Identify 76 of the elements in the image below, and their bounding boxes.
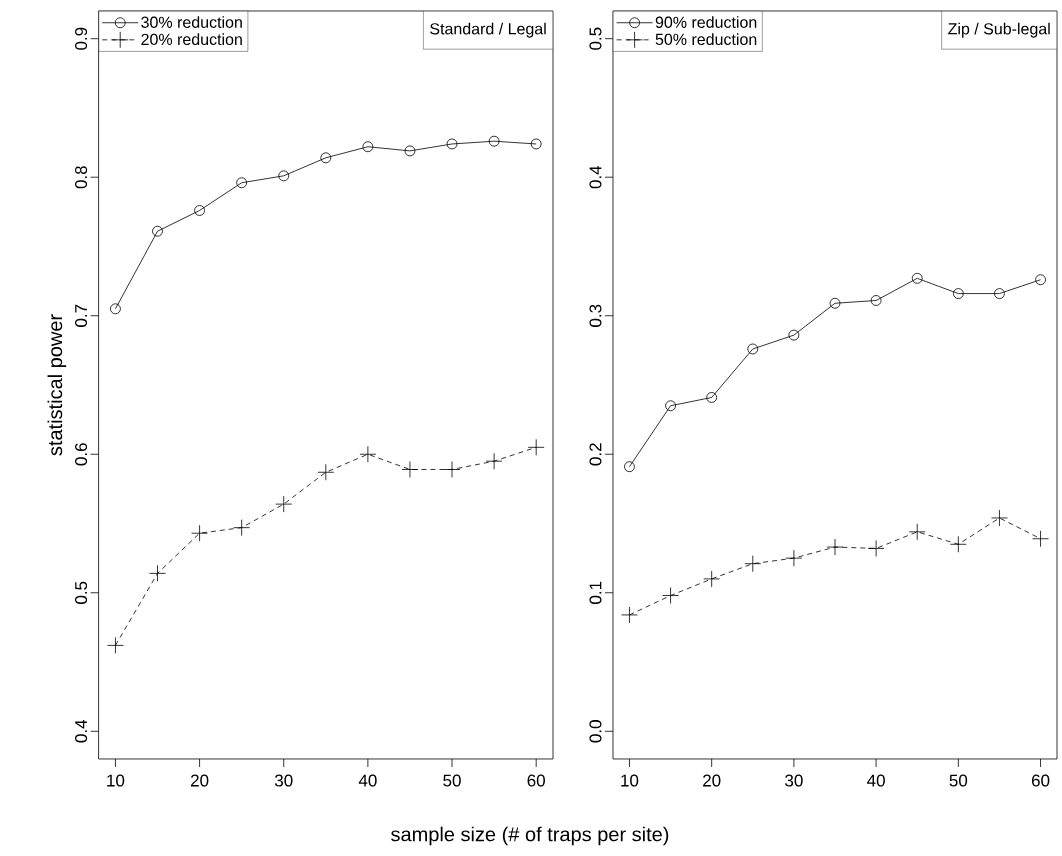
- point: [401, 461, 419, 478]
- x-tick-label: 30: [274, 774, 293, 787]
- point: [621, 606, 638, 624]
- point: [991, 509, 1008, 527]
- x-tick-label: 40: [867, 774, 885, 787]
- point: [952, 288, 964, 299]
- point: [908, 523, 926, 541]
- legend-label: 30% reduction: [141, 16, 242, 28]
- point: [527, 438, 545, 456]
- point: [359, 445, 377, 463]
- y-axis-title: statistical power: [47, 314, 67, 456]
- x-tick-label: 60: [1031, 774, 1050, 787]
- point: [665, 400, 676, 412]
- point: [443, 461, 461, 478]
- point: [829, 297, 841, 309]
- point: [662, 587, 679, 604]
- point: [107, 637, 124, 654]
- point: [110, 303, 121, 315]
- x-tick-label: 40: [358, 774, 377, 787]
- point: [404, 145, 416, 157]
- text: Zip / Sub-legal: [948, 22, 1050, 38]
- point: [1035, 274, 1046, 286]
- point: [152, 225, 163, 237]
- point: [867, 540, 885, 557]
- legend-label: 20% reduction: [141, 33, 242, 46]
- point: [320, 152, 332, 164]
- legend-label: 90% reduction: [655, 16, 757, 28]
- y-tick-label: 0.5: [75, 581, 88, 604]
- text: Standard / Legal: [430, 22, 546, 38]
- legend-label: 50% reduction: [655, 33, 757, 46]
- point: [149, 564, 166, 582]
- point: [703, 570, 721, 588]
- point: [236, 177, 248, 189]
- y-tick-label: 0.7: [75, 304, 88, 327]
- x-tick-label: 10: [621, 774, 639, 787]
- x-tick-label: 50: [443, 774, 461, 787]
- point: [275, 495, 293, 513]
- point: [744, 555, 762, 573]
- point: [317, 463, 335, 481]
- point: [1032, 530, 1049, 548]
- y-tick-label: 0.8: [75, 166, 88, 189]
- point: [485, 452, 503, 470]
- point: [949, 535, 967, 553]
- point: [362, 141, 374, 153]
- y-tick-label: 0.9: [75, 27, 88, 50]
- x-tick-label: 60: [527, 774, 545, 787]
- point: [233, 519, 251, 537]
- point: [624, 461, 635, 473]
- x-axis-title: sample size (# of traps per site): [391, 826, 669, 846]
- y-tick-label: 0.4: [589, 165, 602, 189]
- x-tick-label: 10: [107, 774, 125, 787]
- point: [911, 272, 923, 284]
- point: [826, 538, 844, 556]
- point: [706, 392, 718, 403]
- y-tick-label: 0.2: [589, 443, 602, 466]
- point: [785, 549, 803, 567]
- x-tick-label: 20: [703, 774, 721, 787]
- y-tick-label: 0.1: [589, 581, 602, 604]
- point: [191, 524, 208, 542]
- y-tick-label: 0.6: [75, 443, 88, 466]
- point: [278, 170, 290, 182]
- x-tick-label: 30: [785, 774, 803, 787]
- point: [994, 288, 1005, 299]
- y-tick-label: 0.5: [589, 27, 602, 50]
- y-tick-label: 0.4: [75, 719, 88, 743]
- point: [870, 295, 882, 306]
- y-tick-label: 0.0: [589, 720, 602, 743]
- x-tick-label: 20: [190, 774, 209, 787]
- x-tick-label: 50: [949, 774, 968, 787]
- point: [530, 138, 542, 150]
- point: [194, 205, 205, 216]
- y-tick-label: 0.3: [589, 304, 602, 327]
- point: [488, 135, 500, 147]
- point: [788, 329, 800, 341]
- point: [446, 138, 458, 150]
- point: [747, 343, 759, 355]
